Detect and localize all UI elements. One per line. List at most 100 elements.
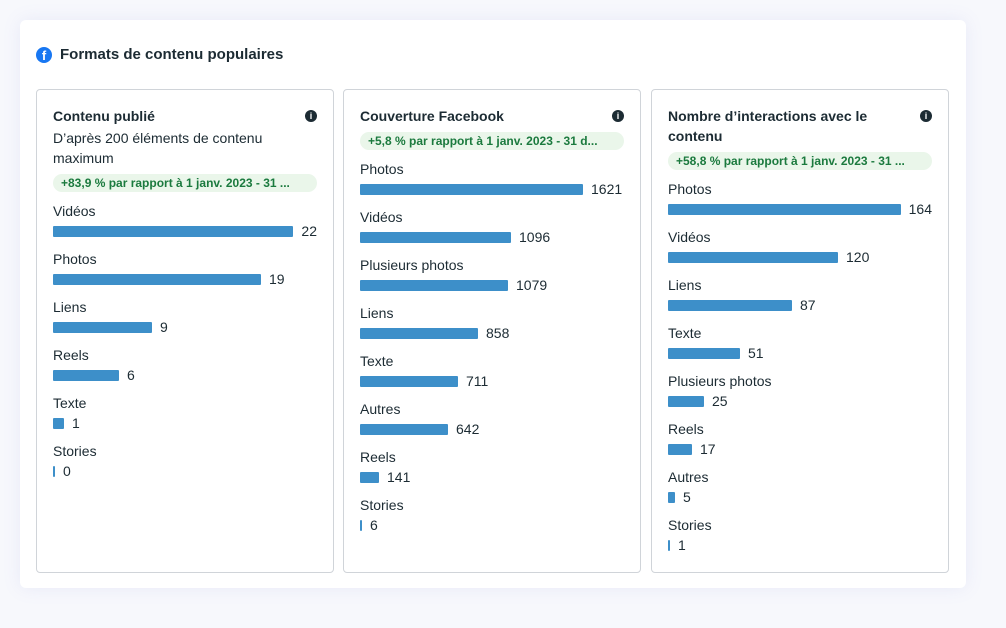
list-item: Texte 1 xyxy=(53,394,317,432)
list-item: Liens 87 xyxy=(668,276,932,314)
panel-title: Nombre d’interactions avec le contenu i xyxy=(668,106,932,146)
comparison-badge: +58,8 % par rapport à 1 janv. 2023 - 31 … xyxy=(668,152,932,170)
item-label: Stories xyxy=(53,443,97,459)
list-item: Plusieurs photos 25 xyxy=(668,372,932,410)
item-label: Photos xyxy=(360,161,404,177)
list-item: Vidéos 22 xyxy=(53,202,317,240)
value-bar xyxy=(668,539,670,551)
comparison-badge: +83,9 % par rapport à 1 janv. 2023 - 31 … xyxy=(53,174,317,192)
item-label: Liens xyxy=(668,277,702,293)
panel-subtitle: D’après 200 éléments de contenu maximum xyxy=(53,130,263,166)
item-value: 22 xyxy=(301,223,317,239)
value-bar xyxy=(53,321,152,333)
metric-panel: Nombre d’interactions avec le contenu i +5… xyxy=(651,89,949,573)
value-bar xyxy=(668,491,675,503)
info-icon[interactable]: i xyxy=(612,110,624,122)
metric-panel: Contenu publié i D’après 200 éléments de c… xyxy=(36,89,334,573)
info-icon[interactable]: i xyxy=(305,110,317,122)
item-label: Autres xyxy=(360,401,401,417)
item-value: 1621 xyxy=(591,181,623,197)
value-bar xyxy=(53,273,261,285)
list-item: Liens 9 xyxy=(53,298,317,336)
list-item: Plusieurs photos 1079 xyxy=(360,256,624,294)
item-label: Autres xyxy=(668,469,709,485)
item-value: 9 xyxy=(160,319,168,335)
item-label: Vidéos xyxy=(53,203,96,219)
panel-title-text: Nombre d’interactions avec le contenu xyxy=(668,108,868,144)
list-item: Vidéos 120 xyxy=(668,228,932,266)
item-label: Reels xyxy=(53,347,89,363)
panel-title-text: Couverture Facebook xyxy=(360,108,504,124)
list-item: Stories 1 xyxy=(668,516,932,554)
list-item: Autres 5 xyxy=(668,468,932,506)
list-item: Vidéos 1096 xyxy=(360,208,624,246)
value-bar xyxy=(53,417,64,429)
list-item: Photos 164 xyxy=(668,180,932,218)
item-value: 5 xyxy=(683,489,691,505)
item-value: 0 xyxy=(63,463,71,479)
item-value: 1 xyxy=(72,415,80,431)
value-bar xyxy=(360,519,362,531)
card-header: f Formats de contenu populaires xyxy=(36,46,283,63)
item-label: Photos xyxy=(668,181,712,197)
value-bar xyxy=(53,465,55,477)
item-value: 6 xyxy=(127,367,135,383)
list-item: Reels 141 xyxy=(360,448,624,486)
value-bar xyxy=(668,251,838,263)
item-value: 1096 xyxy=(519,229,551,245)
item-label: Vidéos xyxy=(668,229,711,245)
value-bar xyxy=(360,423,448,435)
panel-title: Contenu publié i xyxy=(53,106,317,126)
value-bar xyxy=(668,395,704,407)
popular-content-formats-card: f Formats de contenu populaires Contenu … xyxy=(20,20,966,588)
value-bar xyxy=(668,299,792,311)
card-title: Formats de contenu populaires xyxy=(60,46,284,63)
list-item: Liens 858 xyxy=(360,304,624,342)
item-value: 87 xyxy=(800,297,816,313)
value-bar xyxy=(668,203,901,215)
item-label: Stories xyxy=(668,517,712,533)
item-value: 642 xyxy=(456,421,480,437)
item-label: Plusieurs photos xyxy=(668,373,772,389)
item-label: Reels xyxy=(668,421,704,437)
value-bar xyxy=(668,347,740,359)
info-icon[interactable]: i xyxy=(920,110,932,122)
list-item: Photos 19 xyxy=(53,250,317,288)
item-value: 141 xyxy=(387,469,411,485)
value-bar xyxy=(360,471,379,483)
value-bar xyxy=(53,369,119,381)
facebook-icon: f xyxy=(36,46,52,63)
item-label: Liens xyxy=(360,305,394,321)
value-bar xyxy=(360,279,508,291)
item-label: Texte xyxy=(53,395,87,411)
item-label: Reels xyxy=(360,449,396,465)
value-bar xyxy=(668,443,692,455)
list-item: Texte 51 xyxy=(668,324,932,362)
comparison-badge: +5,8 % par rapport à 1 janv. 2023 - 31 d… xyxy=(360,132,624,150)
item-value: 1079 xyxy=(516,277,548,293)
list-item: Reels 17 xyxy=(668,420,932,458)
item-value: 51 xyxy=(748,345,764,361)
item-label: Plusieurs photos xyxy=(360,257,464,273)
item-label: Stories xyxy=(360,497,404,513)
item-value: 711 xyxy=(466,373,489,389)
item-value: 17 xyxy=(700,441,716,457)
item-label: Texte xyxy=(668,325,702,341)
item-label: Photos xyxy=(53,251,97,267)
value-bar xyxy=(360,375,458,387)
value-bar xyxy=(53,225,294,237)
value-bar xyxy=(360,327,478,339)
item-value: 25 xyxy=(712,393,728,409)
list-item: Texte 711 xyxy=(360,352,624,390)
item-label: Texte xyxy=(360,353,394,369)
item-value: 858 xyxy=(486,325,510,341)
item-value: 164 xyxy=(908,201,932,217)
metric-panel: Couverture Facebook i +5,8 % par rapport à… xyxy=(343,89,641,573)
list-item: Reels 6 xyxy=(53,346,317,384)
panel-title: Couverture Facebook i xyxy=(360,106,624,126)
item-value: 6 xyxy=(370,517,378,533)
item-value: 120 xyxy=(846,249,870,265)
item-value: 1 xyxy=(678,537,686,553)
value-bar xyxy=(360,231,511,243)
item-label: Vidéos xyxy=(360,209,403,225)
